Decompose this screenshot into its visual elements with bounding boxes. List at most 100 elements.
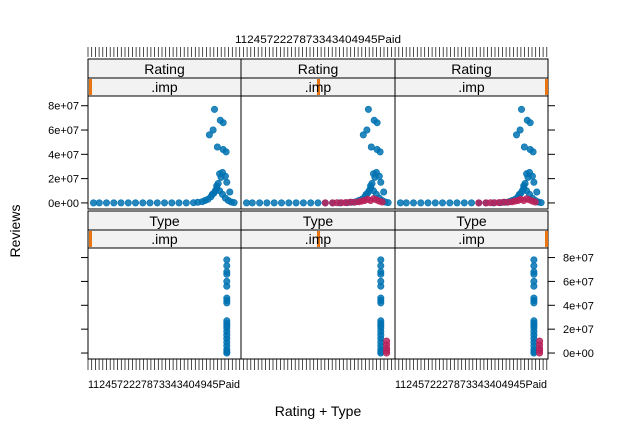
data-point xyxy=(161,199,169,207)
data-point xyxy=(526,119,534,127)
data-point xyxy=(321,199,329,207)
data-point xyxy=(299,199,307,207)
data-point xyxy=(223,262,231,270)
data-point xyxy=(256,199,264,207)
data-point xyxy=(417,199,425,207)
data-point xyxy=(270,199,278,207)
data-point xyxy=(292,199,300,207)
data-point xyxy=(431,199,439,207)
y-tick-label-left: 8e+07 xyxy=(48,101,79,113)
data-point xyxy=(223,270,231,278)
strip-header-label: Rating xyxy=(451,61,491,77)
panel-frame xyxy=(394,247,549,360)
data-point xyxy=(516,126,524,134)
data-point xyxy=(314,199,322,207)
data-point xyxy=(377,270,385,278)
data-point xyxy=(377,299,385,307)
strip-header-label: Rating xyxy=(144,61,184,77)
data-point xyxy=(219,119,227,127)
data-point xyxy=(517,105,525,113)
data-point xyxy=(153,199,161,207)
data-point xyxy=(222,148,230,156)
strip-header-label: Type xyxy=(149,213,180,229)
data-point xyxy=(378,198,386,206)
strip-header-label: Rating xyxy=(298,61,338,77)
data-point xyxy=(376,148,384,156)
top-x-tick-labels: 1124572227873343404945Paid xyxy=(235,34,401,46)
data-point xyxy=(367,143,375,151)
data-point xyxy=(211,105,219,113)
data-point xyxy=(213,143,221,151)
data-point xyxy=(221,172,229,180)
data-point xyxy=(363,126,371,134)
data-point xyxy=(396,199,404,207)
data-point xyxy=(124,199,132,207)
data-point xyxy=(226,188,234,196)
y-tick-label-right: 8e+07 xyxy=(563,253,594,265)
y-tick-label-left: 2e+07 xyxy=(48,174,79,186)
y-tick-label-left: 4e+07 xyxy=(48,149,79,161)
data-point xyxy=(377,262,385,270)
data-point xyxy=(377,282,385,290)
data-point xyxy=(223,256,231,264)
strip-level-marker xyxy=(317,79,320,95)
panel-grid: Rating.impRating.impRating.impType.impTy… xyxy=(87,47,549,370)
panel-frame xyxy=(240,247,396,360)
y-tick-label-right: 2e+07 xyxy=(563,324,594,336)
data-point xyxy=(530,299,538,307)
strip-level-marker xyxy=(89,231,92,247)
y-tick-label-right: 0e+00 xyxy=(563,348,594,360)
data-point xyxy=(139,199,147,207)
data-point xyxy=(223,349,231,357)
panel-frame xyxy=(87,247,242,360)
y-tick-label-left: 0e+00 xyxy=(48,198,79,210)
data-point xyxy=(223,282,231,290)
strip-header-label: Type xyxy=(303,213,334,229)
panel-type-1: Type .imp xyxy=(87,210,242,360)
data-point xyxy=(523,170,531,178)
strip-sub-label: .imp xyxy=(305,79,332,95)
data-point xyxy=(512,131,520,139)
data-point xyxy=(146,199,154,207)
data-point xyxy=(383,337,391,345)
y-tick-label-right: 6e+07 xyxy=(563,276,594,288)
data-point xyxy=(243,199,251,207)
data-point xyxy=(216,170,224,178)
bottom-x-tick-text-3: 1124572227873343404945Paid xyxy=(395,379,547,391)
data-point xyxy=(380,188,388,196)
data-point xyxy=(117,199,125,207)
data-point xyxy=(168,199,176,207)
data-point xyxy=(530,270,538,278)
strip-sub-label: .imp xyxy=(151,231,178,247)
strip-sub-label: .imp xyxy=(305,231,332,247)
data-point xyxy=(533,188,541,196)
panel-rating-1: Rating .imp xyxy=(87,58,242,210)
strip-level-marker xyxy=(545,79,548,95)
strip-level-marker xyxy=(89,79,92,95)
data-point xyxy=(90,199,98,207)
x-axis-label: Rating + Type xyxy=(275,403,362,419)
strip-level-marker xyxy=(545,231,548,247)
data-point xyxy=(230,199,238,207)
panel-rating-3: Rating .imp xyxy=(394,58,549,210)
data-point xyxy=(529,148,537,156)
data-point xyxy=(530,282,538,290)
strip-sub-label: .imp xyxy=(458,231,485,247)
panel-type-3: Type .imp xyxy=(394,210,549,360)
bottom-tick-marks xyxy=(87,359,548,370)
data-point xyxy=(384,199,392,207)
strip-sub-label: .imp xyxy=(458,79,485,95)
data-point xyxy=(359,131,367,139)
data-point xyxy=(132,199,140,207)
data-point xyxy=(528,172,536,180)
bottom-x-tick-text-1: 1124572227873343404945Paid xyxy=(88,379,240,391)
data-point xyxy=(520,143,528,151)
data-point xyxy=(182,199,190,207)
strip-header-label: Type xyxy=(456,213,487,229)
top-tick-marks xyxy=(87,47,548,57)
data-point xyxy=(364,105,372,113)
data-point xyxy=(438,199,446,207)
top-x-tick-text: 1124572227873343404945Paid xyxy=(235,34,401,46)
data-point xyxy=(277,199,285,207)
